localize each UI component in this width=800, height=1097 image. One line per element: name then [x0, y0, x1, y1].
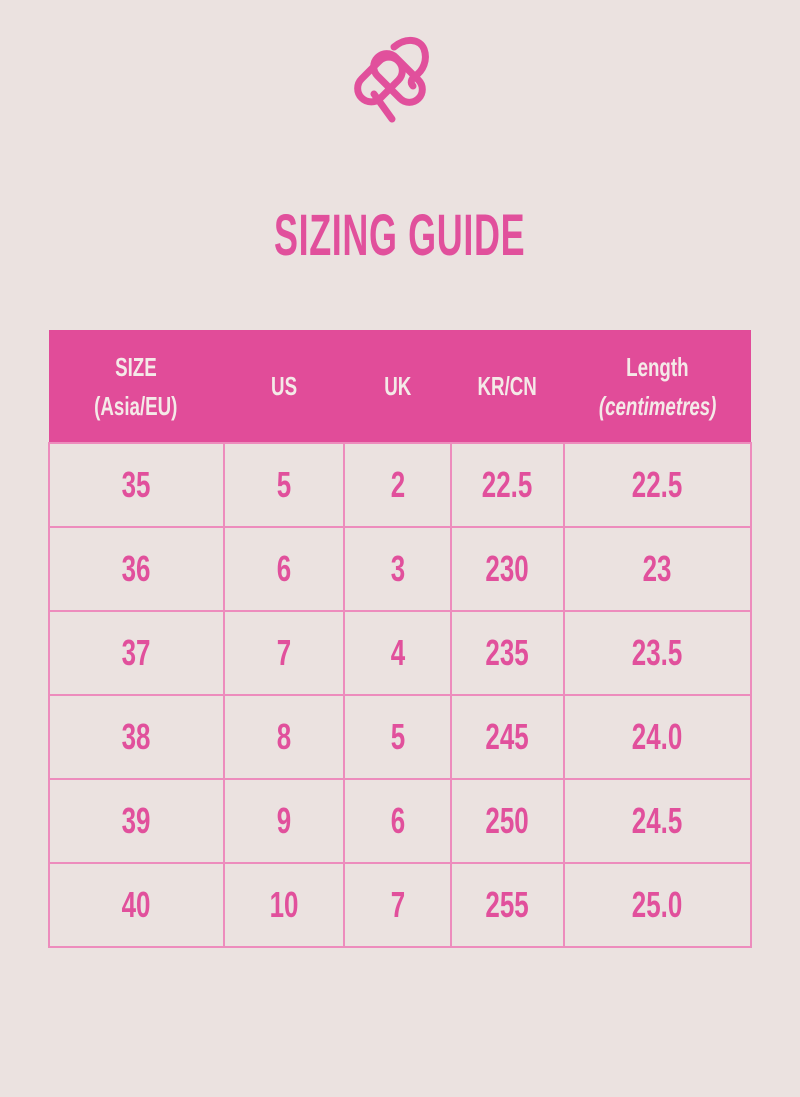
cell-value: 24.5	[632, 800, 683, 841]
cell-value: 255	[485, 884, 529, 925]
cell-uk: 5	[343, 694, 452, 780]
cell-value: 25.0	[632, 884, 683, 925]
col-header-line: Length	[626, 351, 689, 382]
col-header-line: US	[270, 371, 297, 401]
cell-value: 5	[276, 464, 292, 505]
cell-us: 8	[222, 694, 346, 780]
cell-value: 40	[121, 884, 151, 925]
cell-value: 230	[485, 548, 529, 589]
cell-value: 7	[276, 632, 292, 673]
col-header-uk: UK	[344, 330, 451, 443]
cell-size: 38	[48, 694, 225, 780]
cell-value: 23.5	[632, 632, 683, 673]
col-header-kr-cn: KR/CN	[450, 330, 564, 443]
cell-value: 23	[642, 548, 672, 589]
cell-kr-cn: 255	[449, 862, 565, 948]
cell-us: 9	[222, 778, 346, 864]
brand-logo	[340, 30, 460, 145]
cell-value: 235	[485, 632, 529, 673]
cell-size: 37	[48, 610, 225, 696]
cell-kr-cn: 250	[449, 778, 565, 864]
header-row: SIZE (Asia/EU) US UK KR/CN	[49, 330, 751, 443]
cell-value: 39	[121, 800, 151, 841]
col-header-us: US	[223, 330, 345, 443]
cell-length: 23.5	[562, 610, 753, 696]
cell-value: 10	[269, 884, 299, 925]
col-header-length: Length (centimetres)	[563, 330, 751, 443]
cell-kr-cn: 235	[449, 610, 565, 696]
cell-value: 4	[390, 632, 405, 673]
cell-us: 6	[222, 526, 346, 612]
cell-value: 36	[121, 548, 151, 589]
cell-us: 10	[222, 862, 346, 948]
cell-uk: 2	[343, 442, 452, 528]
table-row: 40 10 7 255 25.0	[48, 862, 753, 948]
table-body: 35 5 2 22.5 22.5 36 6 3 230 23 37 7 4 23…	[48, 442, 753, 948]
cell-uk: 6	[343, 778, 452, 864]
table-row: 37 7 4 235 23.5	[48, 610, 753, 696]
cell-kr-cn: 22.5	[449, 442, 565, 528]
cell-value: 6	[390, 800, 405, 841]
col-header-line: SIZE	[115, 351, 158, 382]
col-header-line: UK	[384, 371, 412, 401]
cell-uk: 7	[343, 862, 452, 948]
cell-size: 40	[48, 862, 225, 948]
cell-us: 5	[222, 442, 346, 528]
cell-value: 22.5	[481, 464, 533, 505]
brand-monogram-icon	[354, 37, 429, 123]
cell-length: 24.0	[562, 694, 753, 780]
cell-kr-cn: 245	[449, 694, 565, 780]
sizing-table: SIZE (Asia/EU) US UK KR/CN	[48, 330, 753, 948]
cell-length: 22.5	[562, 442, 753, 528]
cell-value: 250	[485, 800, 529, 841]
cell-length: 25.0	[562, 862, 753, 948]
cell-value: 6	[276, 548, 292, 589]
table-row: 35 5 2 22.5 22.5	[48, 442, 753, 528]
cell-value: 8	[276, 716, 292, 757]
table-header: SIZE (Asia/EU) US UK KR/CN	[49, 330, 751, 443]
cell-value: 5	[390, 716, 405, 757]
table-row: 38 8 5 245 24.0	[48, 694, 753, 780]
col-header-line: (Asia/EU)	[94, 390, 178, 421]
cell-value: 35	[121, 464, 151, 505]
cell-value: 245	[485, 716, 529, 757]
cell-value: 24.0	[632, 716, 683, 757]
col-header-size-asia-eu: SIZE (Asia/EU)	[49, 330, 224, 443]
page-title: SIZING GUIDE	[0, 207, 800, 265]
cell-value: 2	[390, 464, 405, 505]
cell-value: 7	[390, 884, 405, 925]
cell-us: 7	[222, 610, 346, 696]
cell-length: 23	[562, 526, 753, 612]
cell-uk: 4	[343, 610, 452, 696]
cell-length: 24.5	[562, 778, 753, 864]
table-row: 39 9 6 250 24.5	[48, 778, 753, 864]
page-title-text: SIZING GUIDE	[274, 203, 526, 268]
cell-value: 22.5	[632, 464, 683, 505]
cell-value: 9	[276, 800, 292, 841]
cell-value: 37	[121, 632, 151, 673]
cell-uk: 3	[343, 526, 452, 612]
cell-value: 3	[390, 548, 405, 589]
cell-size: 39	[48, 778, 225, 864]
cell-kr-cn: 230	[449, 526, 565, 612]
col-header-line: (centimetres)	[598, 390, 717, 421]
cell-size: 36	[48, 526, 225, 612]
table-row: 36 6 3 230 23	[48, 526, 753, 612]
cell-value: 38	[121, 716, 151, 757]
col-header-line: KR/CN	[477, 371, 537, 401]
cell-size: 35	[48, 442, 225, 528]
